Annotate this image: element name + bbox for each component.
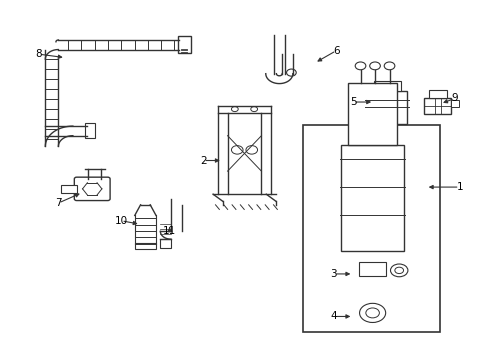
Circle shape bbox=[286, 69, 296, 76]
Circle shape bbox=[394, 267, 403, 274]
Bar bbox=[160, 239, 171, 248]
Bar bbox=[366, 91, 407, 124]
Circle shape bbox=[359, 303, 385, 323]
Text: 10: 10 bbox=[114, 216, 127, 226]
Bar bbox=[348, 82, 396, 145]
Bar bbox=[450, 100, 458, 107]
Bar bbox=[178, 36, 190, 53]
Text: 8: 8 bbox=[36, 49, 42, 59]
Bar bbox=[61, 185, 77, 193]
Text: 4: 4 bbox=[330, 311, 337, 321]
Bar bbox=[135, 243, 156, 249]
FancyBboxPatch shape bbox=[74, 177, 110, 201]
Bar bbox=[341, 145, 403, 251]
Bar bbox=[373, 81, 400, 91]
Text: 1: 1 bbox=[455, 182, 462, 192]
Text: 6: 6 bbox=[332, 46, 339, 56]
Text: 5: 5 bbox=[349, 97, 356, 107]
Circle shape bbox=[390, 264, 407, 277]
Circle shape bbox=[384, 62, 394, 70]
Circle shape bbox=[354, 62, 365, 70]
Bar bbox=[424, 98, 450, 114]
Bar bbox=[302, 125, 439, 332]
Text: 2: 2 bbox=[200, 156, 206, 166]
Bar bbox=[85, 123, 95, 138]
Circle shape bbox=[369, 62, 380, 70]
Circle shape bbox=[365, 308, 379, 318]
Text: 7: 7 bbox=[55, 198, 61, 208]
Circle shape bbox=[250, 107, 257, 112]
Text: 9: 9 bbox=[450, 94, 457, 103]
Circle shape bbox=[231, 145, 243, 154]
Circle shape bbox=[231, 107, 238, 112]
Text: 3: 3 bbox=[330, 269, 337, 279]
Bar bbox=[428, 90, 446, 98]
Bar bbox=[358, 261, 385, 276]
Bar bbox=[357, 95, 366, 113]
Text: 11: 11 bbox=[163, 226, 176, 237]
Circle shape bbox=[245, 145, 257, 154]
